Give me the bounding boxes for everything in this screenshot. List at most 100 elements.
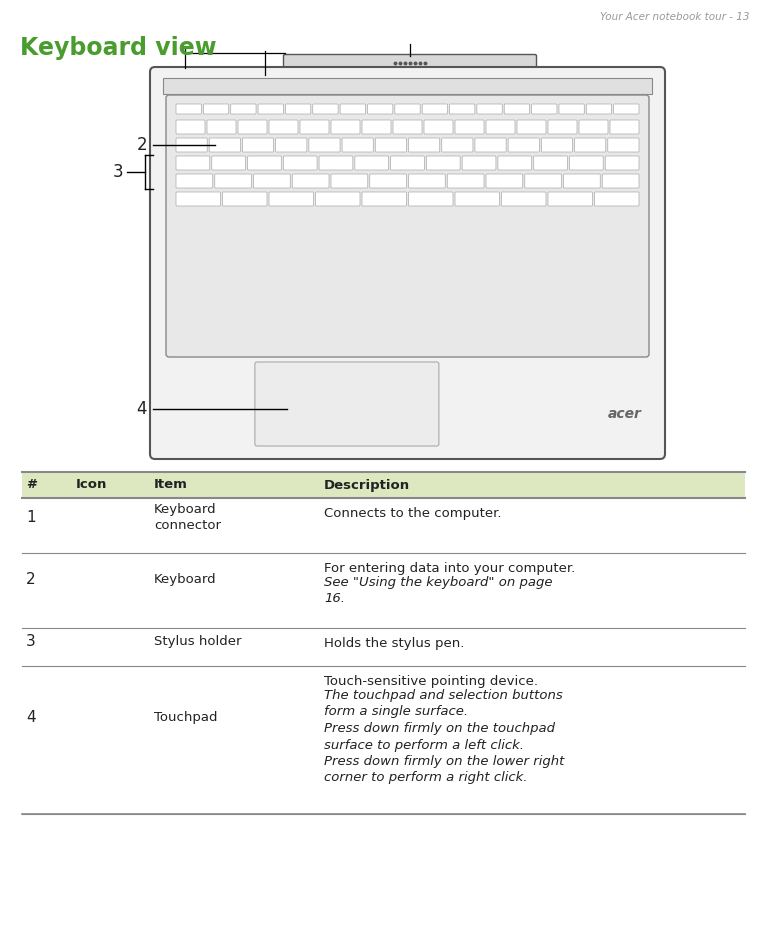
FancyBboxPatch shape (176, 138, 207, 152)
FancyBboxPatch shape (548, 120, 577, 134)
FancyBboxPatch shape (248, 156, 282, 170)
FancyBboxPatch shape (450, 104, 475, 114)
FancyBboxPatch shape (508, 138, 539, 152)
FancyBboxPatch shape (231, 104, 256, 114)
Bar (22, 498, 745, 553)
FancyBboxPatch shape (313, 104, 338, 114)
FancyBboxPatch shape (532, 104, 557, 114)
FancyBboxPatch shape (569, 156, 604, 170)
FancyBboxPatch shape (542, 138, 572, 152)
FancyBboxPatch shape (376, 138, 406, 152)
FancyBboxPatch shape (486, 120, 515, 134)
FancyBboxPatch shape (166, 95, 649, 357)
FancyBboxPatch shape (455, 120, 484, 134)
Text: 1: 1 (26, 510, 36, 525)
FancyBboxPatch shape (176, 104, 201, 114)
FancyBboxPatch shape (607, 138, 639, 152)
FancyBboxPatch shape (283, 156, 317, 170)
Text: #: # (26, 478, 37, 491)
Text: 4: 4 (136, 400, 147, 418)
Text: For entering data into your computer.: For entering data into your computer. (324, 562, 575, 575)
Text: 2: 2 (26, 572, 36, 587)
FancyBboxPatch shape (534, 156, 568, 170)
FancyBboxPatch shape (455, 192, 500, 206)
Bar (22, 553, 745, 628)
Text: Holds the stylus pen.: Holds the stylus pen. (324, 637, 464, 650)
Bar (22, 628, 745, 666)
FancyBboxPatch shape (309, 138, 340, 152)
FancyBboxPatch shape (391, 156, 425, 170)
FancyBboxPatch shape (284, 54, 536, 72)
FancyBboxPatch shape (393, 120, 422, 134)
FancyBboxPatch shape (409, 138, 440, 152)
FancyBboxPatch shape (209, 138, 240, 152)
FancyBboxPatch shape (362, 120, 391, 134)
FancyBboxPatch shape (586, 104, 612, 114)
FancyBboxPatch shape (362, 192, 406, 206)
FancyBboxPatch shape (275, 138, 307, 152)
Text: Keyboard: Keyboard (154, 573, 216, 586)
Text: Your Acer notebook tour - 13: Your Acer notebook tour - 13 (601, 12, 750, 22)
FancyBboxPatch shape (253, 174, 290, 188)
FancyBboxPatch shape (258, 104, 283, 114)
Text: Stylus holder: Stylus holder (154, 635, 242, 648)
FancyBboxPatch shape (395, 104, 420, 114)
FancyBboxPatch shape (319, 156, 353, 170)
FancyBboxPatch shape (575, 138, 606, 152)
FancyBboxPatch shape (504, 104, 529, 114)
FancyBboxPatch shape (269, 192, 314, 206)
FancyBboxPatch shape (605, 156, 639, 170)
FancyBboxPatch shape (559, 104, 584, 114)
Text: Description: Description (324, 478, 410, 491)
Text: Touchpad: Touchpad (154, 712, 217, 724)
FancyBboxPatch shape (150, 67, 665, 459)
FancyBboxPatch shape (176, 156, 210, 170)
FancyBboxPatch shape (422, 104, 448, 114)
Text: Keyboard view: Keyboard view (20, 36, 216, 60)
FancyBboxPatch shape (342, 138, 373, 152)
FancyBboxPatch shape (602, 174, 639, 188)
FancyBboxPatch shape (441, 138, 473, 152)
Text: Keyboard
connector: Keyboard connector (154, 502, 221, 532)
FancyBboxPatch shape (448, 174, 484, 188)
FancyBboxPatch shape (367, 104, 392, 114)
FancyBboxPatch shape (594, 192, 639, 206)
Text: The touchpad and selection buttons
form a single surface.
Press down firmly on t: The touchpad and selection buttons form … (324, 689, 565, 785)
FancyBboxPatch shape (243, 138, 274, 152)
FancyBboxPatch shape (517, 120, 546, 134)
Text: See "Using the keyboard" on page
16.: See "Using the keyboard" on page 16. (324, 576, 552, 605)
FancyBboxPatch shape (564, 174, 601, 188)
FancyBboxPatch shape (223, 192, 267, 206)
FancyBboxPatch shape (176, 120, 205, 134)
FancyBboxPatch shape (498, 156, 532, 170)
FancyBboxPatch shape (610, 120, 639, 134)
Text: 3: 3 (112, 163, 123, 181)
FancyBboxPatch shape (269, 120, 298, 134)
Text: 4: 4 (26, 710, 36, 726)
FancyBboxPatch shape (614, 104, 639, 114)
Text: 3: 3 (26, 634, 36, 649)
FancyBboxPatch shape (285, 104, 311, 114)
FancyBboxPatch shape (176, 174, 213, 188)
FancyBboxPatch shape (548, 192, 593, 206)
Text: Icon: Icon (76, 478, 107, 491)
FancyBboxPatch shape (426, 156, 461, 170)
FancyBboxPatch shape (355, 156, 389, 170)
FancyBboxPatch shape (502, 192, 546, 206)
FancyBboxPatch shape (215, 174, 252, 188)
FancyBboxPatch shape (462, 156, 496, 170)
FancyBboxPatch shape (331, 120, 360, 134)
FancyBboxPatch shape (409, 192, 453, 206)
FancyBboxPatch shape (369, 174, 406, 188)
Text: Touch-sensitive pointing device.: Touch-sensitive pointing device. (324, 675, 538, 688)
FancyBboxPatch shape (255, 362, 439, 446)
FancyBboxPatch shape (300, 120, 329, 134)
FancyBboxPatch shape (424, 120, 453, 134)
Bar (22, 666, 745, 814)
FancyBboxPatch shape (207, 120, 236, 134)
Text: 2: 2 (136, 136, 147, 154)
FancyBboxPatch shape (212, 156, 246, 170)
Bar (22, 472, 745, 498)
Text: Connects to the computer.: Connects to the computer. (324, 507, 502, 520)
FancyBboxPatch shape (176, 192, 220, 206)
